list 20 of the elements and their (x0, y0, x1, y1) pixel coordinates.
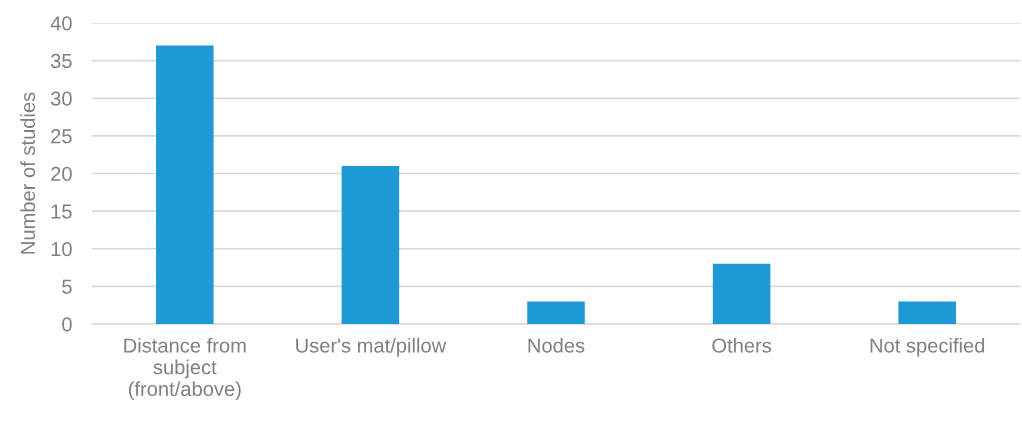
x-tick-label: Others (712, 337, 772, 353)
y-tick-label: 20 (51, 166, 72, 181)
y-axis-title: Number of studies (20, 92, 36, 254)
y-tick-label: 15 (51, 204, 72, 219)
x-tick-label: Nodes (528, 337, 585, 353)
bar (156, 45, 214, 324)
x-tick-label: User's mat/pillow (296, 337, 447, 357)
y-tick-label: 40 (50, 16, 72, 31)
bar (712, 263, 771, 324)
bar (341, 165, 400, 324)
y-tick-label: 30 (50, 91, 72, 106)
y-tick-label: 5 (62, 279, 72, 294)
bar (898, 301, 956, 324)
y-tick-label: 0 (62, 317, 72, 332)
x-tick-label: Not specified (870, 337, 985, 357)
x-tick-label: Distance from subject (front/above) (124, 337, 246, 401)
y-tick-label: 25 (51, 129, 72, 144)
y-tick-label: 10 (51, 241, 72, 257)
bar (527, 301, 585, 324)
y-tick-label: 35 (50, 53, 72, 69)
